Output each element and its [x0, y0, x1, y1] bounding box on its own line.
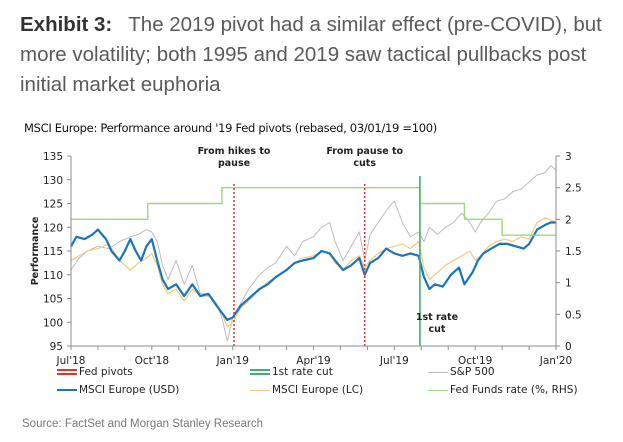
legend-fed-funds: Fed Funds rate (%, RHS) [428, 384, 578, 396]
x-tick-label: Oct'19 [458, 355, 492, 367]
series-line-msci-usd [70, 221, 556, 321]
series-line-fed-funds [71, 187, 556, 236]
x-tick-label: Jul'19 [379, 355, 409, 367]
legend-swatch-first-cut [250, 369, 270, 375]
y-tick-label: 105 [43, 294, 63, 306]
series-line-msci-lc [70, 217, 557, 328]
y2-tick-label: 0.5 [565, 309, 582, 321]
legend-swatch-fed-funds [428, 389, 448, 391]
x-tick-label: Jan'20 [539, 355, 572, 367]
y-tick-label: 130 [43, 175, 63, 187]
legend-msci-lc: MSCI Europe (LC) [250, 384, 363, 396]
legend-first-cut: 1st rate cut [250, 366, 333, 378]
legend-label: MSCI Europe (USD) [79, 384, 180, 396]
legend-swatch-fed-pivots [57, 369, 77, 375]
y-tick-label: 125 [43, 199, 63, 211]
legend-swatch-sp500 [428, 371, 448, 373]
exhibit-label: Exhibit 3: [20, 13, 113, 36]
y-tick-label: 120 [43, 222, 63, 234]
y-axis-title: Performance [30, 217, 41, 286]
exhibit-headline: Exhibit 3: The 2019 pivot had a similar e… [20, 10, 620, 100]
legend-sp500: S&P 500 [428, 366, 495, 378]
y2-tick-label: 0 [565, 341, 572, 353]
x-tick-label: Apr'19 [296, 355, 330, 367]
legend-label: 1st rate cut [272, 366, 333, 378]
legend-swatch-msci-usd [57, 389, 77, 391]
annotation-label: From pause to [326, 146, 403, 157]
legend-label: Fed pivots [79, 366, 133, 378]
series-line-sp500 [70, 165, 557, 342]
x-tick-label: Oct'18 [135, 355, 169, 367]
annotation-label: cuts [353, 158, 376, 169]
source-note: Source: FactSet and Morgan Stanley Resea… [22, 418, 263, 430]
y-tick-label: 110 [43, 270, 63, 282]
annotation-label: pause [218, 158, 250, 169]
y-tick-label: 115 [43, 246, 63, 258]
y2-tick-label: 1.5 [565, 246, 582, 258]
x-tick-label: Jan'19 [215, 355, 248, 367]
annotation-label: From hikes to [198, 146, 271, 157]
annotation-label: cut [428, 324, 445, 335]
legend-label: Fed Funds rate (%, RHS) [450, 384, 578, 396]
annotation-label: 1st rate [416, 312, 458, 323]
legend-label: S&P 500 [450, 366, 495, 378]
legend-fed-pivots: Fed pivots [57, 366, 133, 378]
headline-text: The 2019 pivot had a similar effect (pre… [20, 13, 602, 96]
x-tick-label: Jul'18 [56, 355, 86, 367]
y-tick-label: 100 [43, 317, 63, 329]
y2-tick-label: 2.5 [565, 183, 582, 195]
y2-tick-label: 1 [565, 278, 572, 290]
y2-tick-label: 3 [565, 151, 572, 163]
axis-layer: 95 100 105 110 115 120 125 130 135 0 0.5 1 1.5 2 2.5 3 J… [30, 151, 582, 367]
y-tick-label: 95 [50, 341, 63, 353]
y-tick-label: 135 [43, 151, 63, 163]
y2-tick-label: 2 [565, 214, 572, 226]
legend-msci-usd: MSCI Europe (USD) [57, 384, 179, 396]
chart-title: MSCI Europe: Performance around '19 Fed … [24, 121, 437, 135]
series-layer [70, 165, 557, 342]
legend-label: MSCI Europe (LC) [272, 384, 364, 396]
legend-swatch-msci-lc [250, 389, 270, 391]
